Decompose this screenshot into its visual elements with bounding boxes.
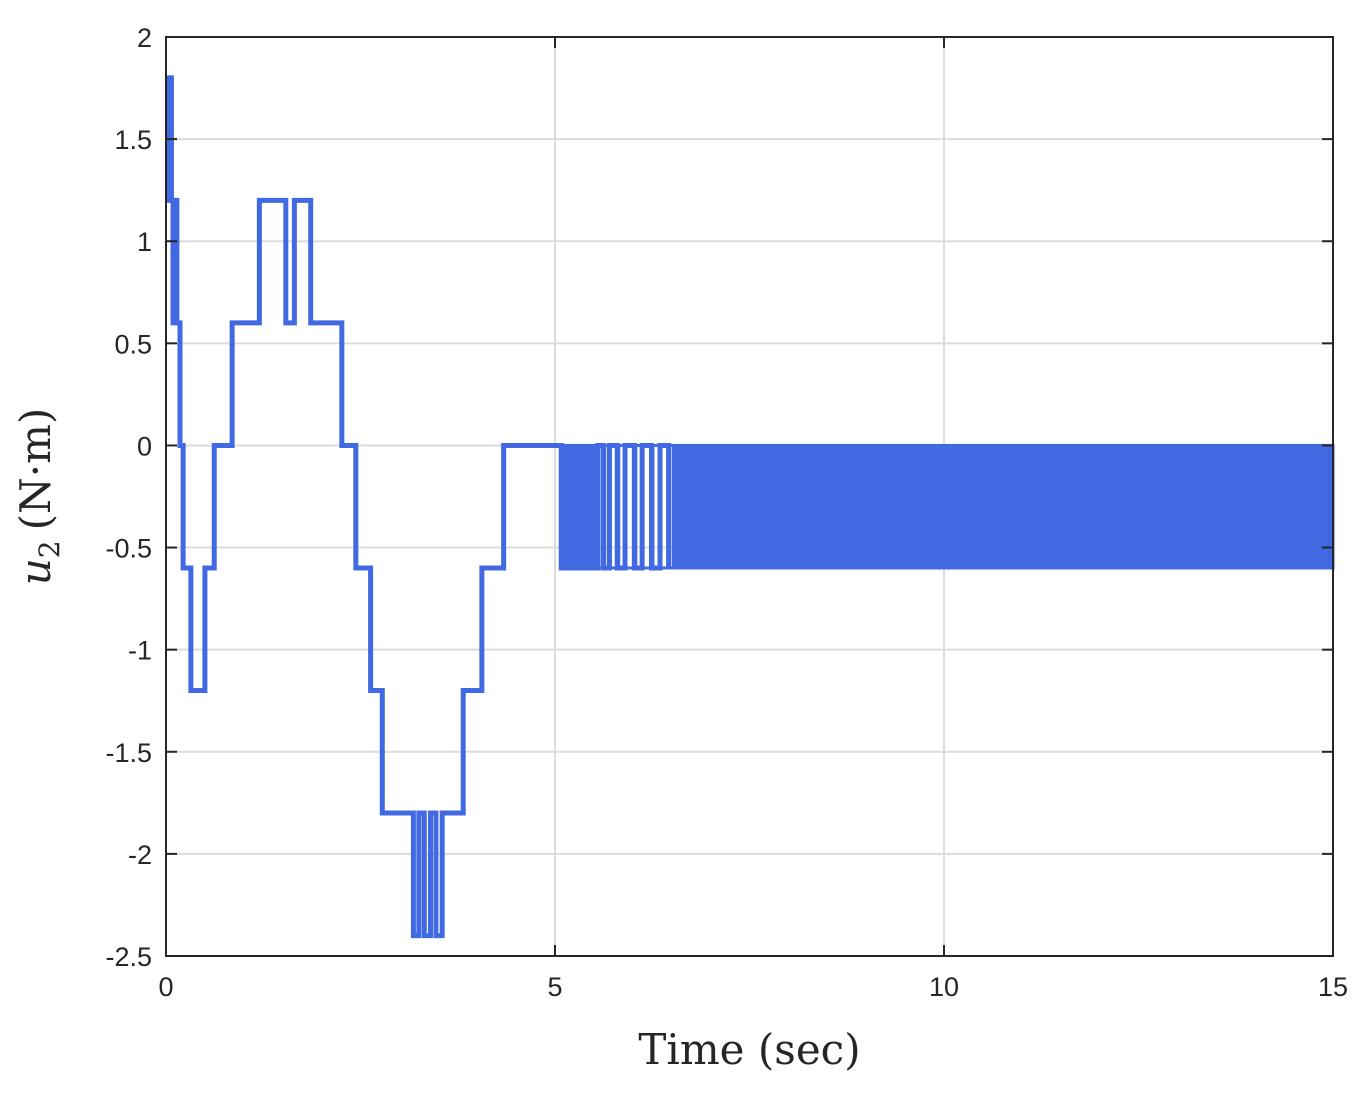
y-axis-label: u2 (N·m) xyxy=(11,408,66,586)
x-axis-label: Time (sec) xyxy=(638,1025,860,1074)
chatter-band-segment xyxy=(617,445,621,568)
y-axis-symbol: u xyxy=(11,558,60,585)
y-tick-label: 0.5 xyxy=(114,329,152,359)
y-tick-label: 1.5 xyxy=(114,125,152,155)
y-tick-label: -1 xyxy=(128,636,152,666)
series-layer xyxy=(165,75,1335,939)
chatter-band-segment xyxy=(651,445,655,568)
chatter-band-initial xyxy=(561,445,598,568)
x-tick-label: 5 xyxy=(547,972,562,1002)
y-tick-label: -1.5 xyxy=(105,738,152,768)
x-tick-label: 0 xyxy=(158,972,173,1002)
y-tick-label: -2.5 xyxy=(105,942,152,972)
chatter-band-dense xyxy=(671,445,1333,568)
x-tick-label: 10 xyxy=(929,972,959,1002)
y-axis-subscript: 2 xyxy=(33,540,66,558)
svg-text:u2(N·m): u2 (N·m) xyxy=(11,408,66,586)
y-tick-label: 0 xyxy=(137,431,152,461)
chatter-band-segment xyxy=(634,445,638,568)
x-tick-label: 15 xyxy=(1318,972,1348,1002)
y-tick-label: -0.5 xyxy=(105,534,152,564)
y-tick-label: -2 xyxy=(128,840,152,870)
chatter-band-segment xyxy=(603,445,607,568)
tick-layer: 0 5 10 15 -2.5 -2 -1.5 -1 -0.5 0 0.5 1 1.5 2 xyxy=(105,23,1348,1002)
y-axis-unit: (N·m) xyxy=(11,408,60,531)
axes-box xyxy=(165,36,1334,957)
y-tick-label: 1 xyxy=(137,227,152,257)
y-tick-label: 2 xyxy=(137,23,152,53)
